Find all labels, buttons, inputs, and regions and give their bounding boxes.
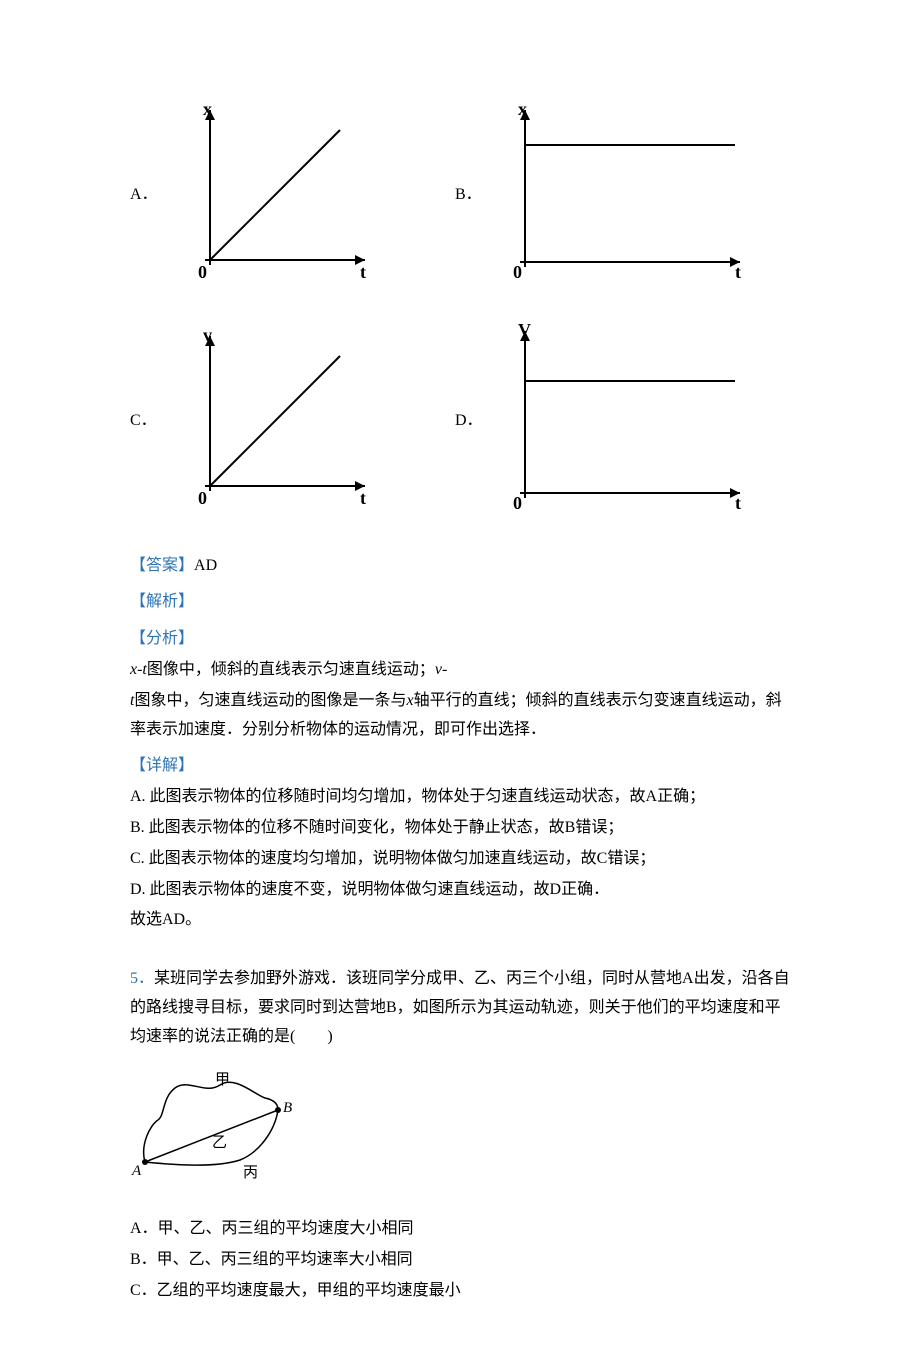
q5-svg: A B 甲 乙 丙 (130, 1070, 300, 1180)
graph-c: v t 0 (165, 326, 375, 517)
graph-a: x t 0 (165, 100, 375, 291)
graph-d: V t 0 (490, 321, 750, 522)
question-5: 5．某班同学去参加野外游戏．该班同学分成甲、乙、丙三个小组，同时从营地A出发，沿… (130, 965, 790, 1306)
option-row-ab: A． x t 0 B． x t 0 (130, 100, 790, 301)
xiangjie-a: A. 此图表示物体的位移随时间均匀增加，物体处于匀速直线运动状态，故A正确； (130, 783, 790, 812)
graph-d-svg: V t 0 (490, 321, 750, 511)
xiangjie-d: D. 此图表示物体的速度不变，说明物体做匀速直线运动，故D正确． (130, 876, 790, 905)
analysis-label: 【解析】 (130, 588, 790, 617)
xiangjie-b: B. 此图表示物体的位移不随时间变化，物体处于静止状态，故B错误； (130, 814, 790, 843)
svg-text:t: t (360, 262, 366, 280)
svg-text:V: V (518, 321, 531, 340)
svg-text:t: t (735, 262, 741, 280)
graph-b-svg: x t 0 (490, 100, 750, 280)
fenxi-line-0: x-t图像中，倾斜的直线表示匀速直线运动；v- (130, 656, 790, 685)
option-a-label: A． (130, 181, 160, 210)
svg-text:甲: 甲 (215, 1072, 230, 1088)
option-row-cd: C． v t 0 D． V t 0 (130, 321, 790, 532)
q5-number: 5． (130, 970, 154, 987)
graph-a-svg: x t 0 (165, 100, 375, 280)
svg-text:乙: 乙 (212, 1135, 227, 1151)
svg-text:v: v (203, 326, 212, 345)
svg-text:x: x (518, 100, 527, 119)
conclusion: 故选AD。 (130, 906, 790, 935)
xiangjie-label: 【详解】 (130, 752, 790, 781)
fenxi-line-1: t图象中，匀速直线运动的图像是一条与x轴平行的直线；倾斜的直线表示匀变速直线运动… (130, 687, 790, 745)
q5-diagram: A B 甲 乙 丙 (130, 1070, 790, 1191)
q5-question-text: 某班同学去参加野外游戏．该班同学分成甲、乙、丙三个小组，同时从营地A出发，沿各自… (130, 970, 790, 1045)
svg-text:0: 0 (198, 262, 207, 280)
svg-text:丙: 丙 (243, 1165, 258, 1180)
q5-option-a: A．甲、乙、丙三组的平均速度大小相同 (130, 1215, 790, 1244)
q5-option-c: C．乙组的平均速度最大，甲组的平均速度最小 (130, 1277, 790, 1306)
fenxi-label: 【分析】 (130, 625, 790, 654)
svg-text:0: 0 (513, 262, 522, 280)
option-d: D． V t 0 (455, 321, 750, 522)
q5-text: 5．某班同学去参加野外游戏．该班同学分成甲、乙、丙三个小组，同时从营地A出发，沿… (130, 965, 790, 1051)
graph-b: x t 0 (490, 100, 750, 291)
answer-line: 【答案】AD (130, 552, 790, 581)
svg-text:A: A (131, 1163, 142, 1179)
svg-text:x: x (203, 100, 212, 119)
graph-c-svg: v t 0 (165, 326, 375, 506)
option-d-label: D． (455, 407, 485, 436)
svg-text:0: 0 (513, 493, 522, 511)
answer-prefix: 【答案】 (130, 557, 194, 574)
svg-text:0: 0 (198, 488, 207, 506)
option-c-label: C． (130, 407, 160, 436)
svg-text:t: t (360, 488, 366, 506)
q5-option-b: B．甲、乙、丙三组的平均速率大小相同 (130, 1246, 790, 1275)
option-a: A． x t 0 (130, 100, 375, 291)
option-c: C． v t 0 (130, 326, 375, 517)
answer-value: AD (194, 557, 217, 574)
svg-text:B: B (283, 1100, 292, 1116)
svg-text:t: t (735, 493, 741, 511)
option-b: B． x t 0 (455, 100, 750, 291)
xiangjie-c: C. 此图表示物体的速度均匀增加，说明物体做匀加速直线运动，故C错误； (130, 845, 790, 874)
option-b-label: B． (455, 181, 485, 210)
